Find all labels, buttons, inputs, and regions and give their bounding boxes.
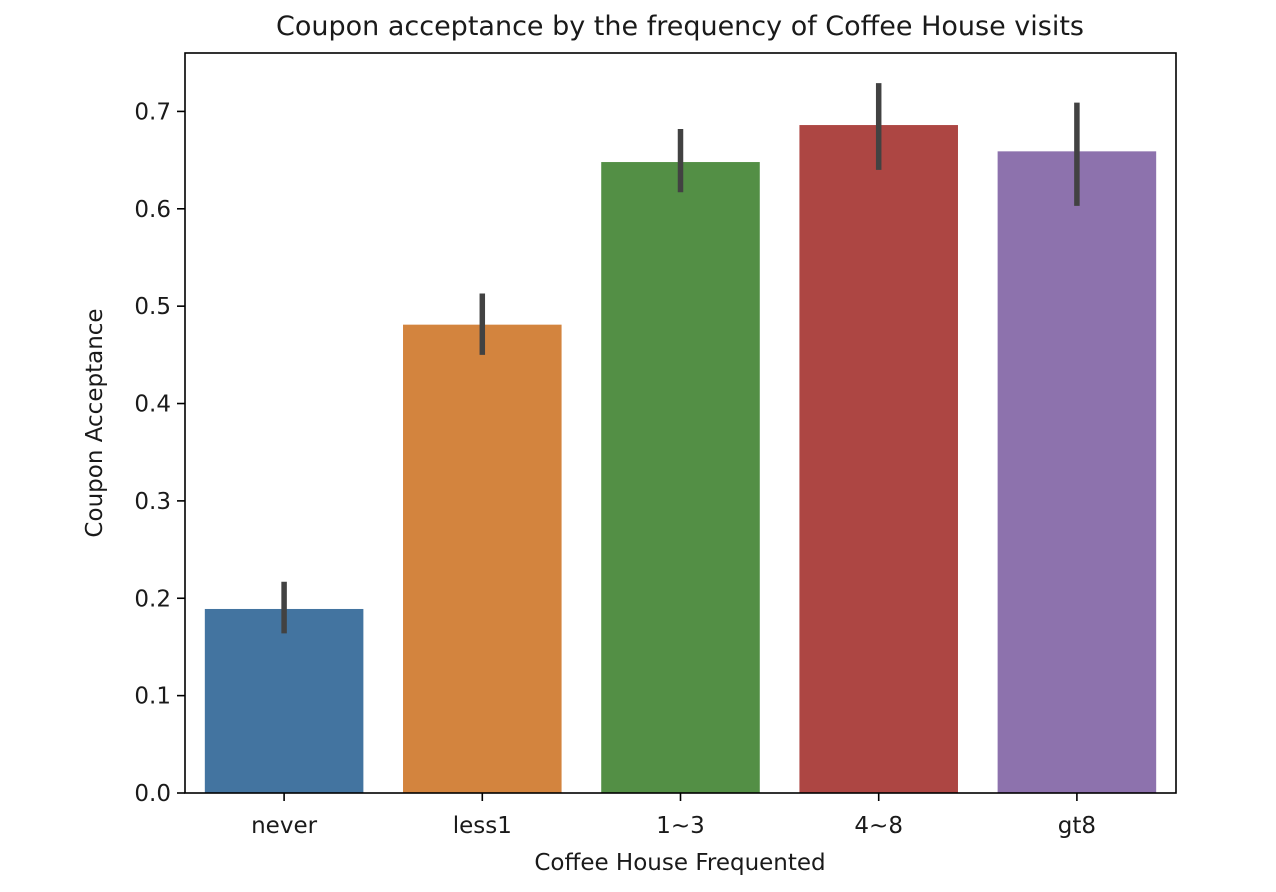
x-tick-label-less1: less1 [453, 813, 512, 839]
bars-layer [204, 125, 1157, 794]
y-tick-label-0.3: 0.3 [134, 489, 171, 515]
y-tick-label-0.1: 0.1 [134, 684, 171, 710]
y-tick-label-0.6: 0.6 [134, 197, 171, 223]
chart-title: Coupon acceptance by the frequency of Co… [276, 11, 1084, 42]
bar-never [204, 608, 364, 793]
y-tick-label-0.5: 0.5 [134, 294, 171, 320]
x-tick-label-gt8: gt8 [1058, 813, 1096, 839]
bar-1~3 [601, 162, 760, 794]
y-tick-label-0.4: 0.4 [134, 392, 171, 418]
y-tick-label-0.2: 0.2 [134, 586, 171, 612]
x-tick-label-never: never [251, 813, 317, 839]
x-axis-label: Coffee House Frequented [534, 850, 825, 876]
bar-gt8 [997, 151, 1157, 794]
bar-4~8 [799, 125, 958, 794]
x-axis: never less1 1~3 4~8 gt8 [251, 793, 1096, 839]
y-axis-label: Coupon Acceptance [82, 308, 108, 537]
bar-less1 [403, 324, 562, 793]
y-axis: 0.0 0.1 0.2 0.3 0.4 0.5 0.6 0.7 [134, 99, 185, 807]
error-bars-layer [281, 83, 1080, 634]
x-tick-label-4~8: 4~8 [854, 813, 903, 839]
x-tick-label-1~3: 1~3 [656, 813, 705, 839]
y-tick-label-0.7: 0.7 [134, 99, 171, 125]
y-tick-label-0.0: 0.0 [134, 781, 171, 807]
